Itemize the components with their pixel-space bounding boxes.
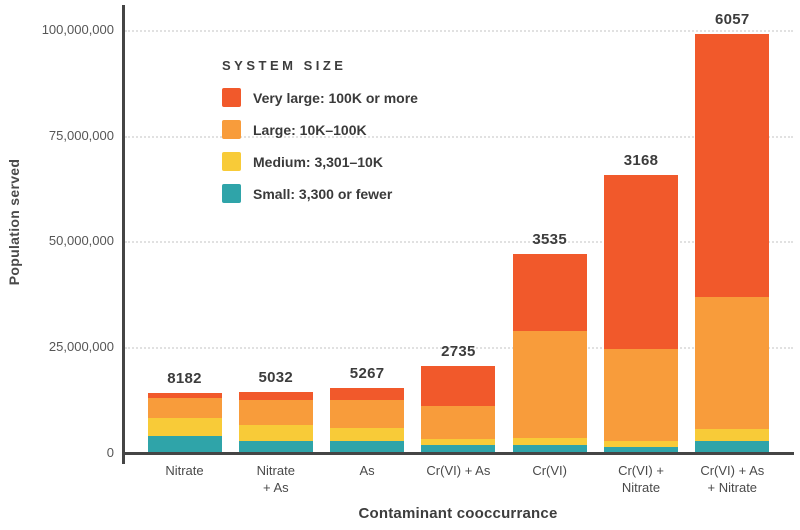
bar-cr-vi-as (421, 366, 496, 453)
y-tick-label-50-000-000: 50,000,000 (48, 233, 114, 249)
bar-segment-large (604, 348, 678, 442)
bar-count-label: 3168 (623, 151, 659, 169)
bar-segment-large (238, 399, 313, 425)
bar-segment-medium (238, 424, 313, 441)
bar-segment-small (604, 446, 678, 453)
x-tick-label-cr-vi: Cr(VI) (532, 463, 568, 478)
bar-segment-small (147, 435, 222, 453)
bar-segment-small (330, 441, 405, 453)
bar-count-label: 8182 (167, 370, 202, 388)
x-tick-label-as: As (359, 463, 375, 478)
bar-count-label: 3535 (532, 230, 567, 248)
legend-item-medium: Medium: 3,301–10K (222, 152, 418, 171)
y-tick-label-75-000-000: 75,000,000 (48, 127, 114, 143)
legend-swatch (222, 184, 241, 203)
bar-segment-very-large (421, 366, 496, 407)
legend-swatch (222, 152, 241, 171)
bar-segment-very-large (238, 391, 313, 400)
bar-cr-vi-as-nitrate (695, 34, 770, 453)
bar-segment-large (421, 406, 496, 440)
bar-segment-medium (147, 418, 222, 436)
y-axis-title: Population served (6, 158, 22, 286)
legend-item-label: Very large: 100K or more (253, 89, 418, 106)
bar-count-label: 2735 (441, 343, 476, 361)
gridline-50m (125, 241, 793, 244)
bar-segment-medium (330, 428, 405, 442)
bar-segment-very-large (330, 387, 405, 400)
bar-segment-small (695, 440, 770, 453)
bar-segment-medium (604, 441, 678, 447)
bar-segment-medium (421, 439, 496, 446)
legend-title: SYSTEM SIZE (222, 58, 347, 73)
bar-cr-vi-nitrate (604, 174, 678, 453)
legend: SYSTEM SIZE Very large: 100K or more Larg… (222, 58, 418, 216)
x-tick-label-cr-vi-as: Cr(VI) + As (426, 463, 491, 478)
legend-items: Very large: 100K or more Large: 10K–100K M… (222, 88, 418, 203)
legend-item-small: Small: 3,300 or fewer (222, 184, 418, 203)
legend-swatch (222, 120, 241, 139)
bar-segment-large (330, 399, 405, 429)
bar-segment-very-large (512, 253, 587, 332)
x-tick-label-nitrate-as: Nitrate + As (256, 463, 295, 495)
bar-segment-large (147, 398, 222, 419)
bar-count-label: 5032 (258, 368, 294, 386)
gridline-100m (125, 30, 793, 32)
legend-item-large: Large: 10K–100K (222, 120, 418, 139)
bar-as (330, 387, 405, 453)
y-axis-line (122, 5, 125, 464)
x-tick-label-cr-vi-nitrate: Cr(VI) + Nitrate (618, 463, 664, 495)
x-axis-line (122, 452, 794, 455)
bar-nitrate (147, 393, 222, 453)
y-tick-label-25-000-000: 25,000,000 (48, 338, 114, 354)
y-tick-label-100-000-000: 100,000,000 (41, 22, 114, 37)
gridline-75m (125, 135, 793, 138)
bar-segment-small (421, 445, 496, 453)
bar-count-label: 6057 (715, 11, 750, 29)
legend-item-label: Small: 3,300 or fewer (253, 185, 393, 202)
bar-segment-very-large (147, 393, 222, 399)
bar-segment-large (512, 331, 587, 439)
gridline-25m (125, 346, 793, 349)
x-axis-title: Contaminant cooccurrance (358, 505, 558, 522)
bar-segment-medium (695, 429, 770, 441)
bar-nitrate-as (238, 391, 313, 453)
legend-item-label: Medium: 3,301–10K (253, 153, 383, 170)
legend-item-very-large: Very large: 100K or more (222, 88, 418, 107)
y-tick-label-0: 0 (106, 444, 114, 460)
bar-segment-large (695, 297, 770, 430)
legend-item-label: Large: 10K–100K (253, 121, 367, 138)
bar-cr-vi (512, 253, 587, 453)
x-tick-label-cr-vi-as-nitrate: Cr(VI) + As + Nitrate (700, 463, 765, 495)
bar-segment-very-large (695, 34, 770, 297)
legend-swatch (222, 88, 241, 107)
bar-segment-medium (512, 438, 587, 446)
bar-segment-small (238, 440, 313, 453)
bar-segment-small (512, 445, 587, 453)
x-tick-label-nitrate: Nitrate (165, 463, 204, 478)
bar-segment-very-large (604, 174, 678, 349)
bar-count-label: 5267 (349, 364, 385, 382)
